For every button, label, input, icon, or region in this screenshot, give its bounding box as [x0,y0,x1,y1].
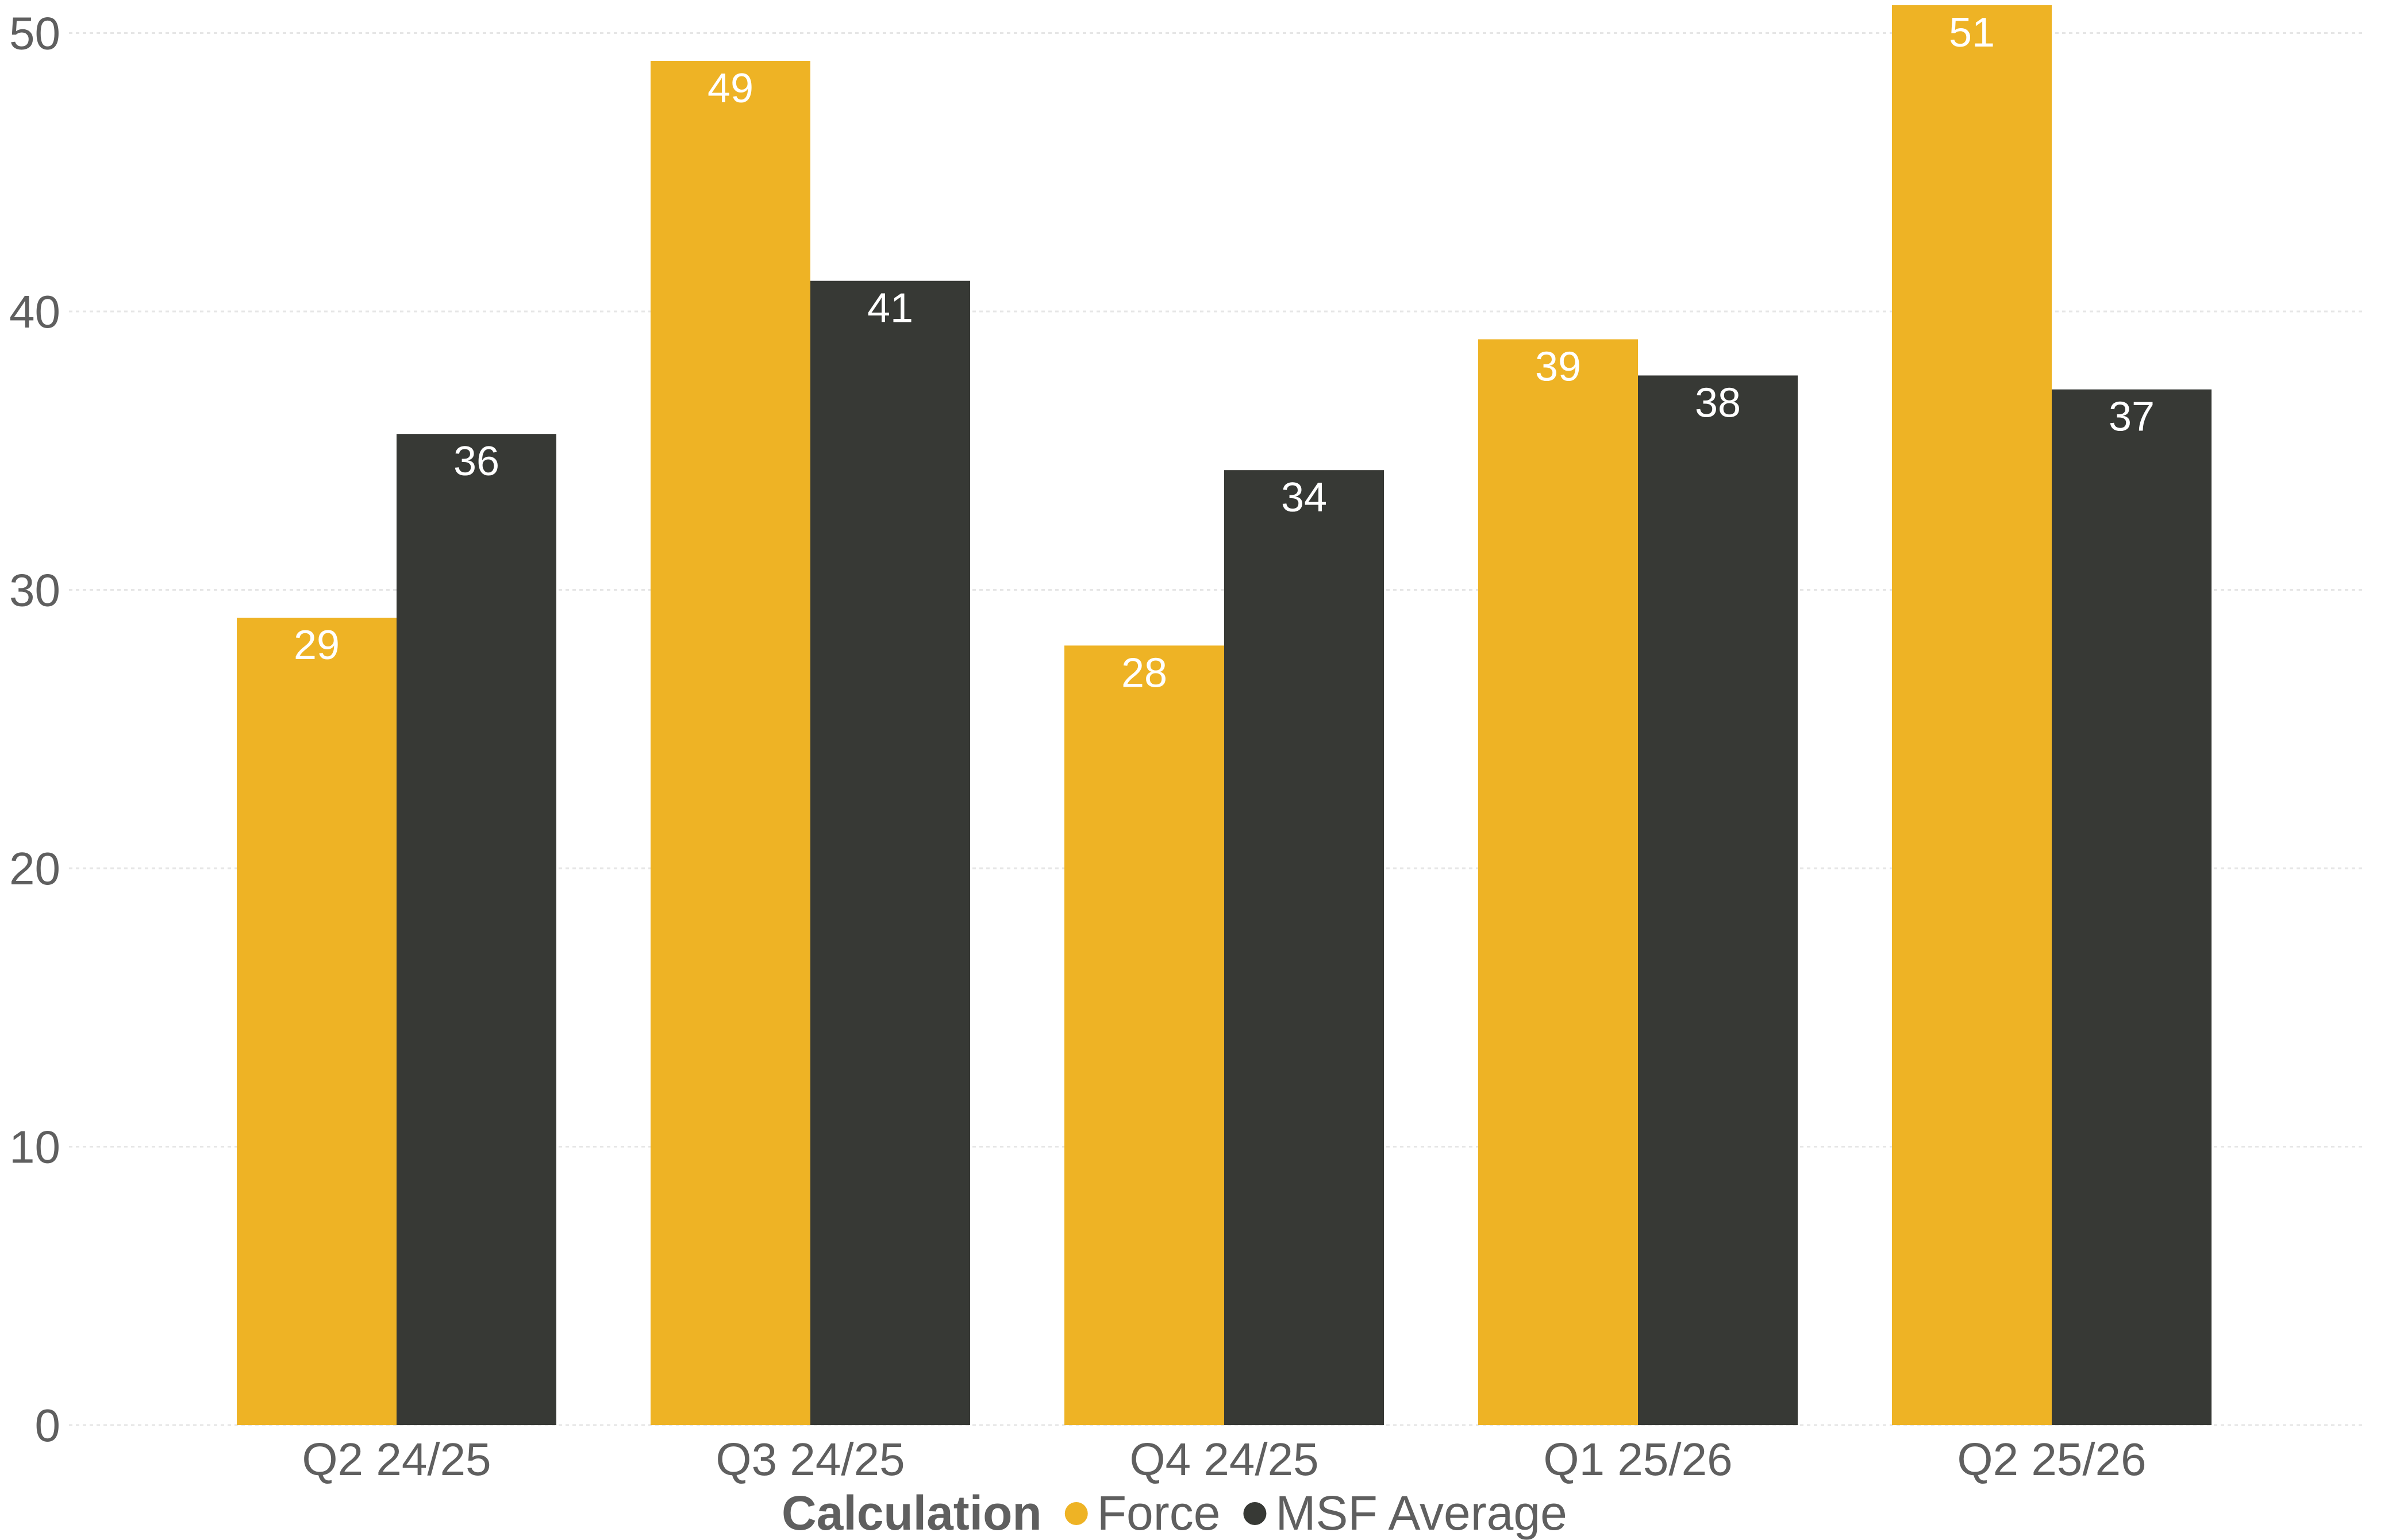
bar-msf-average [397,434,556,1426]
y-tick-label: 50 [9,8,60,59]
y-tick-label: 30 [9,565,60,616]
bar-force [1892,5,2052,1425]
bar-msf-average [810,280,970,1426]
bar-force [237,617,397,1425]
x-tick-label: Q2 25/26 [1957,1434,2146,1485]
data-label: 29 [294,622,340,668]
legend-title: Calculation [782,1486,1042,1540]
bars [237,5,2212,1426]
y-tick-label: 40 [9,286,60,337]
bar-msf-average [1224,470,1384,1425]
x-axis: Q2 24/25 Q3 24/25 Q4 24/25 Q1 25/26 Q2 25/26 [302,1434,2146,1485]
x-tick-label: Q1 25/26 [1543,1434,1732,1485]
data-label: 37 [2109,394,2155,440]
bar-force [651,60,810,1426]
data-label: 38 [1695,380,1741,426]
legend: Calculation Force MSF Average [782,1486,1567,1540]
x-tick-label: Q3 24/25 [716,1434,905,1485]
data-label: 36 [453,438,499,484]
data-label: 28 [1121,650,1167,696]
data-label: 49 [707,66,753,111]
data-label: 39 [1535,344,1581,390]
y-tick-label: 10 [9,1122,60,1173]
data-label: 34 [1281,475,1327,521]
data-labels: 29 36 49 41 28 34 39 38 51 37 [294,10,2155,696]
legend-entry-label: Force [1097,1486,1221,1540]
bar-msf-average [1638,375,1798,1425]
legend-swatch [1243,1502,1267,1525]
bar-msf-average [2052,389,2212,1426]
data-label: 51 [1949,10,1995,56]
x-tick-label: Q2 24/25 [302,1434,491,1485]
y-axis: 0 10 20 30 40 50 [9,8,60,1452]
y-tick-label: 20 [9,843,60,894]
bar-force [1478,339,1638,1426]
legend-swatch [1064,1502,1088,1525]
y-tick-label: 0 [35,1400,61,1451]
x-tick-label: Q4 24/25 [1129,1434,1318,1485]
data-label: 41 [867,286,913,332]
bar-force [1064,645,1224,1425]
legend-entry-label: MSF Average [1275,1486,1567,1540]
